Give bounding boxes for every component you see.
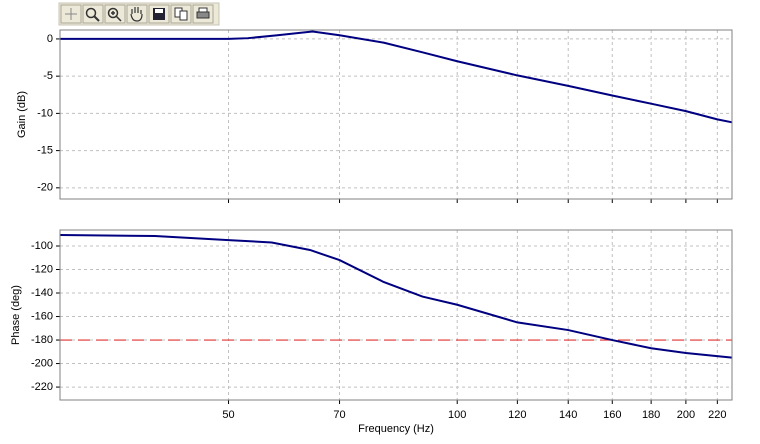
- x-tick-label: 140: [559, 409, 577, 421]
- y-tick-label: -200: [31, 357, 53, 369]
- x-tick-label: 70: [333, 409, 345, 421]
- x-tick-label: 220: [708, 409, 726, 421]
- plot-frame: [59, 229, 733, 401]
- copy-button[interactable]: [170, 4, 192, 24]
- x-tick-label: 180: [642, 409, 660, 421]
- series-line: [59, 234, 733, 359]
- save-button[interactable]: [148, 4, 170, 24]
- y-tick-label: -5: [43, 70, 53, 82]
- y-axis-label: Phase (deg): [10, 285, 22, 345]
- x-axis-label: Frequency (Hz): [358, 423, 434, 435]
- plot-frame: [59, 29, 733, 200]
- y-tick-label: -220: [31, 381, 53, 393]
- series-line: [60, 30, 733, 124]
- x-tick-label: 50: [222, 409, 234, 421]
- print-button[interactable]: [192, 4, 214, 24]
- x-tick-label: 160: [603, 409, 621, 421]
- x-tick-label: 200: [677, 409, 695, 421]
- y-tick-label: 0: [47, 33, 53, 45]
- y-tick-label: -160: [31, 310, 53, 322]
- plot-area: [60, 30, 732, 199]
- pan-button[interactable]: [126, 4, 148, 24]
- y-axis-label: Gain (dB): [16, 91, 28, 138]
- y-tick-label: -100: [31, 240, 53, 252]
- x-tick-label: 100: [448, 409, 466, 421]
- zoom-in-button[interactable]: [104, 4, 126, 24]
- y-tick-label: -10: [37, 107, 53, 119]
- toolbar: [58, 2, 220, 26]
- zoom-button[interactable]: [82, 4, 104, 24]
- y-tick-label: -15: [37, 145, 53, 157]
- y-tick-label: -140: [31, 287, 53, 299]
- pointer-button[interactable]: [60, 4, 82, 24]
- x-tick-label: 120: [508, 409, 526, 421]
- y-tick-label: -120: [31, 263, 53, 275]
- plot-area: [60, 230, 732, 400]
- y-tick-label: -180: [31, 334, 53, 346]
- y-tick-label: -20: [37, 182, 53, 194]
